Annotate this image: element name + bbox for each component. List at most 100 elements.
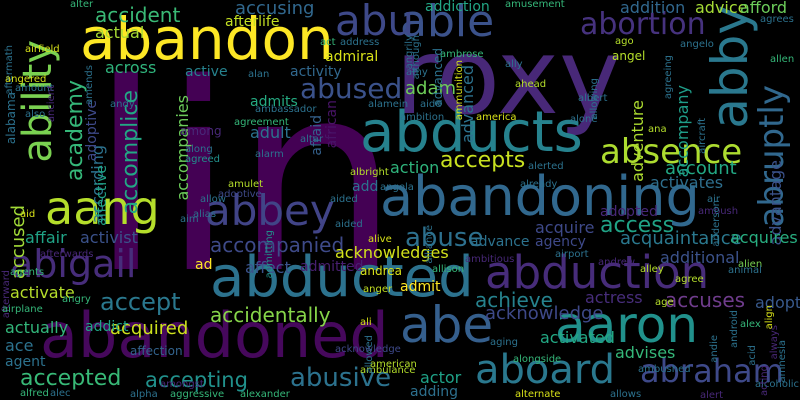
word: access <box>600 213 675 238</box>
word: active <box>185 64 228 80</box>
word: amy <box>406 67 428 78</box>
word: allow <box>200 194 226 205</box>
word: animal <box>728 265 762 276</box>
word: act <box>320 37 336 48</box>
word: afterlife <box>225 14 280 30</box>
word: roxy <box>395 16 622 138</box>
word: admits <box>250 94 298 110</box>
word: allowing <box>589 78 600 120</box>
word: airfield <box>25 44 60 55</box>
word: andrea <box>360 264 402 278</box>
word: affect <box>245 258 291 277</box>
word: aboard <box>475 347 616 393</box>
word: agreed <box>185 154 221 165</box>
word: addition <box>620 0 686 17</box>
word: alerted <box>528 161 564 172</box>
word: airplane <box>2 304 43 315</box>
word: abandoning <box>380 165 700 228</box>
word: among <box>180 124 222 138</box>
word: alive <box>368 234 392 245</box>
word: abusive <box>290 363 392 393</box>
word: activist <box>80 228 138 247</box>
word: actor <box>420 368 462 387</box>
word: lin <box>90 29 400 331</box>
word: alien <box>738 259 763 270</box>
word: admitting <box>264 230 275 279</box>
word: achieve <box>475 288 553 312</box>
word: ad <box>195 257 213 273</box>
word: always <box>769 325 780 360</box>
word: abducts <box>360 100 583 165</box>
word: activity <box>290 64 342 80</box>
word: actual <box>95 23 145 42</box>
word: adoptive <box>84 100 100 162</box>
word: adam <box>405 78 457 99</box>
word: abu <box>335 0 415 45</box>
word: add <box>352 179 379 195</box>
word: ago <box>615 36 634 47</box>
word: anger <box>363 284 393 295</box>
word: acknowledge <box>335 344 401 355</box>
word: accepted <box>20 366 122 391</box>
word: america <box>476 112 517 123</box>
word: android <box>729 310 740 348</box>
word: ana <box>648 124 667 135</box>
word: alcoholic <box>755 379 800 390</box>
word: acknowledge <box>485 303 604 324</box>
word: abortion <box>580 7 706 42</box>
word: adopt <box>755 293 800 312</box>
word: ali <box>360 317 372 328</box>
word: advice <box>695 0 748 17</box>
word: already <box>520 179 558 190</box>
word: action <box>390 158 440 177</box>
word: altar <box>300 134 324 145</box>
word: align <box>764 305 775 330</box>
word: admiral <box>325 49 379 65</box>
word: amusement <box>505 0 565 10</box>
word: alter <box>70 0 94 10</box>
word: abe <box>400 296 494 354</box>
word: ambulance <box>360 365 416 376</box>
word: amongst <box>160 379 204 390</box>
word: alabama <box>4 92 18 145</box>
word: advance <box>470 234 530 250</box>
word: ammunition <box>454 60 465 121</box>
word: albert <box>578 93 608 104</box>
word: acquaintance <box>620 228 742 249</box>
word: aided <box>335 219 363 230</box>
word: advises <box>615 343 676 362</box>
word: aang <box>45 181 160 235</box>
word: ambrose <box>440 49 484 60</box>
word: activated <box>540 328 615 347</box>
word: agreement <box>234 117 289 128</box>
word: abraham <box>640 352 784 390</box>
word: aid <box>20 209 36 220</box>
word: addiction <box>425 0 490 15</box>
word: acknowledges <box>335 243 449 262</box>
word: alternate <box>515 389 561 400</box>
word: accept <box>100 288 181 316</box>
word: adventure <box>628 100 647 182</box>
word: ace <box>5 336 34 355</box>
word: alan <box>248 69 270 80</box>
word: admitted <box>300 259 364 275</box>
word: along <box>185 144 213 155</box>
word: angel <box>612 49 646 63</box>
word: address <box>340 37 380 48</box>
word: amulet <box>228 179 264 190</box>
word: agrees <box>760 14 794 25</box>
word: angry <box>62 294 91 305</box>
word: accident <box>95 3 181 27</box>
word: adding <box>410 384 459 400</box>
word: actress <box>585 288 643 307</box>
word: affective <box>94 165 110 226</box>
word: adoptive <box>218 189 262 200</box>
word: abused <box>300 72 403 105</box>
word: allows <box>610 389 642 400</box>
word: adult <box>250 123 291 142</box>
word: andie <box>709 335 720 363</box>
word: absence <box>600 132 743 172</box>
word: alarm <box>255 149 284 160</box>
word: ambassador <box>255 104 317 115</box>
word: afford <box>740 0 788 17</box>
